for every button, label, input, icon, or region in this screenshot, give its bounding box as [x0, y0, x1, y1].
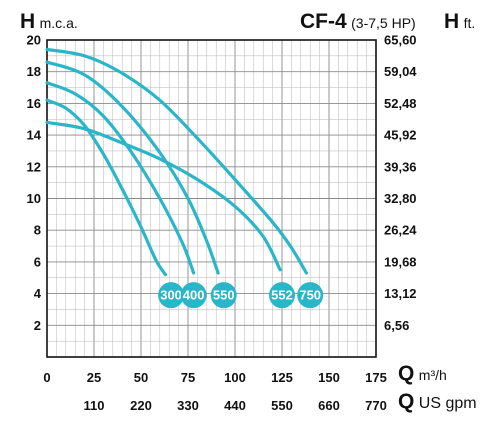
badge-circle: [297, 282, 324, 309]
badge-550: 550: [210, 282, 237, 309]
badge-552: 552: [269, 282, 295, 309]
x-ticks-primary: 0 25 50 75 100 125 150 175: [43, 370, 386, 385]
badge-750: 750: [297, 282, 324, 309]
badge-circle: [158, 282, 185, 309]
right-axis-symbol: H: [444, 10, 460, 33]
x-axis-symbol-primary: Q: [398, 362, 415, 385]
x-tick-label-primary: 50: [134, 370, 148, 385]
x-axis-title-primary: Q m³/h: [398, 362, 447, 386]
y-tick-label-left: 10: [27, 191, 41, 206]
y-tick-label-left: 18: [27, 64, 41, 79]
curve-badges: 300 400 550 552 750: [158, 282, 324, 309]
x-tick-label-secondary: 110: [84, 398, 105, 413]
y-tick-label-right: 59,04: [384, 64, 417, 79]
badge-label: 300: [160, 288, 182, 303]
grid: [47, 40, 376, 357]
x-axis-unit-primary: m³/h: [418, 367, 447, 383]
right-axis-unit: ft.: [463, 15, 476, 31]
y-tick-label-right: 52,48: [384, 96, 417, 111]
y-tick-label-right: 32,80: [384, 191, 417, 206]
curve-550: [45, 60, 220, 275]
x-tick-label-primary: 0: [43, 370, 50, 385]
y-tick-label-right: 6,56: [384, 318, 409, 333]
left-axis-title: H m.c.a.: [20, 10, 78, 34]
curves: [45, 47, 308, 277]
x-tick-label-primary: 175: [365, 370, 387, 385]
curve-300: [45, 98, 167, 277]
x-axis-title-secondary: Q US gpm: [398, 390, 477, 414]
model-power: (3-7,5 HP): [351, 15, 416, 31]
x-tick-label-primary: 75: [181, 370, 195, 385]
x-tick-label-secondary: 440: [224, 398, 246, 413]
model-name: CF-4: [300, 10, 347, 33]
left-axis-symbol: H: [20, 10, 36, 33]
plot-frame: [46, 39, 377, 358]
y-tick-label-right: 19,68: [384, 254, 417, 269]
y-tick-label-left: 12: [27, 159, 41, 174]
chart-title: CF-4 (3-7,5 HP): [300, 10, 416, 34]
y-tick-label-left: 14: [27, 128, 42, 143]
y-tick-label-right: 45,92: [384, 128, 417, 143]
badge-circle: [269, 282, 295, 309]
y-tick-label-right: 65,60: [384, 33, 417, 48]
curve-400: [45, 81, 196, 275]
x-tick-label-secondary: 550: [271, 398, 293, 413]
curve-750: [45, 47, 308, 275]
x-ticks-secondary: 110 220 330 440 550 660 770: [84, 398, 387, 413]
x-tick-label-primary: 100: [224, 370, 246, 385]
x-tick-label-secondary: 330: [177, 398, 199, 413]
y-tick-label-left: 8: [34, 223, 41, 238]
x-tick-label-primary: 125: [271, 370, 293, 385]
x-tick-label-secondary: 660: [318, 398, 340, 413]
x-tick-label-secondary: 220: [130, 398, 152, 413]
y-tick-label-right: 13,12: [384, 286, 417, 301]
badge-label: 552: [271, 288, 293, 303]
y-ticks-left: 2 4 6 8 10 12 14 16 18 20: [27, 33, 42, 333]
badge-circle: [210, 282, 237, 309]
x-tick-label-secondary: 770: [365, 398, 387, 413]
x-axis-symbol-secondary: Q: [398, 390, 415, 413]
badge-label: 750: [299, 288, 321, 303]
badge-circle: [180, 282, 207, 309]
y-tick-label-left: 4: [34, 286, 42, 301]
x-tick-label-primary: 25: [87, 370, 101, 385]
y-tick-label-left: 6: [34, 254, 41, 269]
badge-400: 400: [180, 282, 207, 309]
badge-300: 300: [158, 282, 185, 309]
curve-552: [45, 120, 282, 272]
y-tick-label-right: 26,24: [384, 223, 417, 238]
x-tick-label-primary: 150: [318, 370, 340, 385]
y-tick-label-left: 20: [27, 33, 41, 48]
right-axis-title: H ft.: [444, 10, 475, 34]
x-axis-unit-secondary: US gpm: [418, 395, 477, 412]
badge-label: 550: [213, 288, 235, 303]
y-tick-label-left: 16: [27, 96, 41, 111]
badge-label: 400: [183, 288, 205, 303]
y-ticks-right: 6,56 13,12 19,68 26,24 32,80 39,36 45,92 52,48 5…: [384, 33, 417, 333]
y-tick-label-left: 2: [34, 318, 41, 333]
y-tick-label-right: 39,36: [384, 159, 417, 174]
left-axis-unit: m.c.a.: [39, 15, 78, 31]
